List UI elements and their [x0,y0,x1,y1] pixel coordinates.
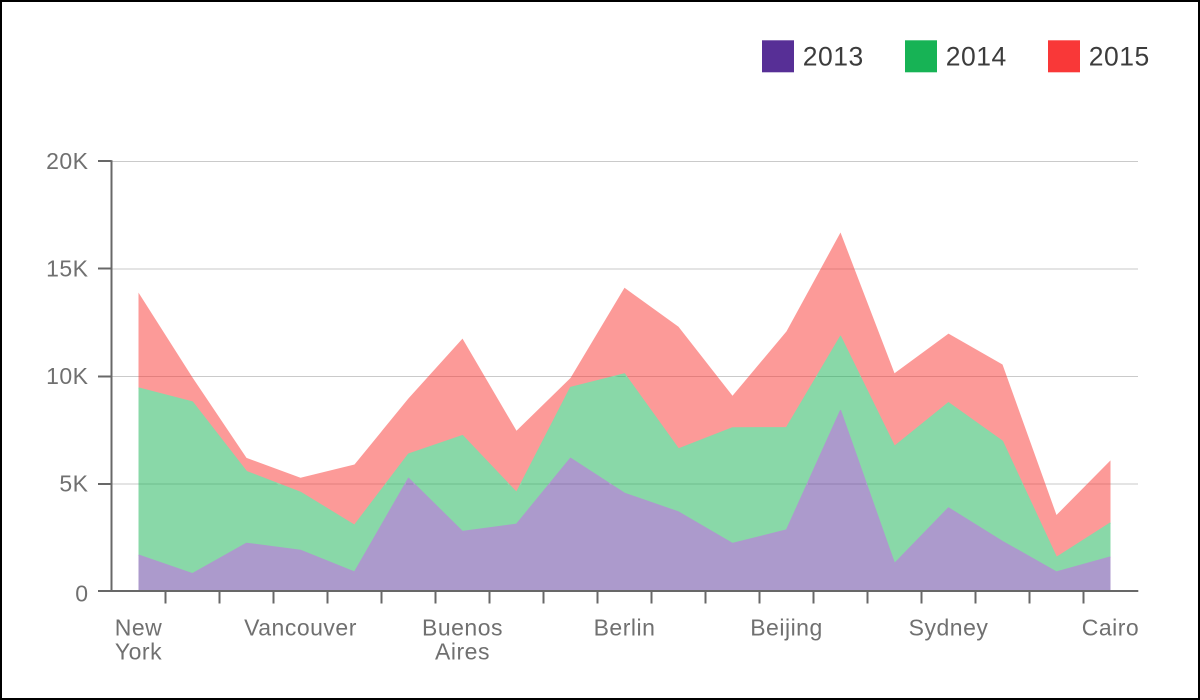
svg-text:Berlin: Berlin [594,615,656,641]
svg-text:Aires: Aires [435,639,490,665]
svg-text:Beijing: Beijing [750,615,823,641]
svg-text:20K: 20K [46,148,89,174]
svg-text:Sydney: Sydney [909,615,989,641]
svg-text:Cairo: Cairo [1082,615,1139,641]
svg-text:0: 0 [75,580,88,606]
svg-text:York: York [115,639,162,665]
svg-text:Buenos: Buenos [422,615,503,641]
svg-text:5K: 5K [59,471,88,497]
svg-text:2014: 2014 [946,41,1007,71]
svg-text:Vancouver: Vancouver [244,615,357,641]
svg-text:2015: 2015 [1089,41,1150,71]
svg-text:2013: 2013 [803,41,864,71]
svg-text:15K: 15K [46,256,89,282]
svg-text:10K: 10K [46,363,89,389]
svg-text:New: New [115,615,163,641]
